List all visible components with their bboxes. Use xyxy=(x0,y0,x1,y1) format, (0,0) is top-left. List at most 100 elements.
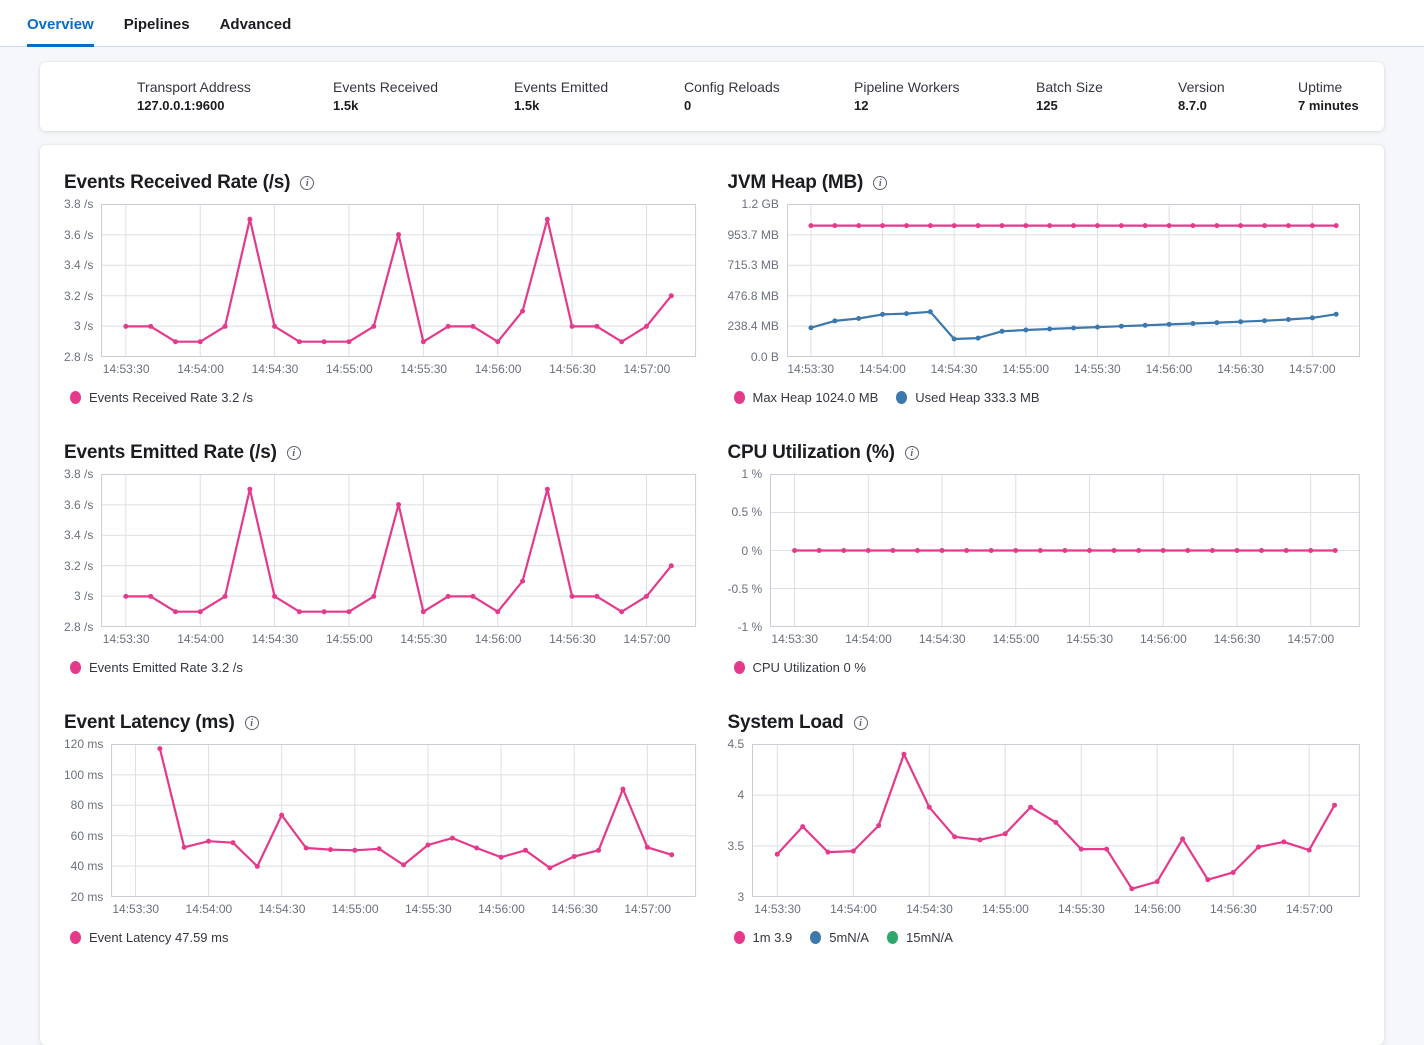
legend-dot-icon xyxy=(886,931,898,944)
x-tick-label: 14:57:00 xyxy=(624,902,672,916)
x-tick-label: 14:55:30 xyxy=(1066,632,1114,646)
legend-dot-icon xyxy=(733,661,745,674)
chart-legend: Event Latency 47.59 ms xyxy=(70,930,697,945)
legend-item: 5mN/A xyxy=(810,930,869,945)
summary-value: 8.7.0 xyxy=(1178,98,1207,113)
legend-item: Events Emitted Rate 3.2 /s xyxy=(70,660,243,675)
y-axis-labels: 1 % 0.5 % 0 % -0.5 % -1 % xyxy=(728,467,771,634)
plot-area[interactable] xyxy=(770,474,1360,627)
info-icon[interactable]: i xyxy=(286,446,301,460)
y-axis-labels: 4.5 4 3.5 3 xyxy=(728,737,753,904)
x-tick-label: 14:55:00 xyxy=(325,362,373,376)
y-tick-label: 3 xyxy=(737,890,745,904)
summary-label: Events Emitted xyxy=(514,79,609,95)
y-tick-label: 953.7 MB xyxy=(727,227,779,242)
x-tick-label: 14:53:30 xyxy=(102,632,150,646)
y-tick-label: 3.2 /s xyxy=(64,558,94,573)
x-tick-label: 14:56:30 xyxy=(551,902,598,916)
y-tick-label: 120 ms xyxy=(64,737,104,751)
legend-label: 5mN/A xyxy=(829,930,869,945)
tab-pipelines[interactable]: Pipelines xyxy=(123,16,190,33)
x-axis-labels: 14:53:30 14:54:00 14:54:30 14:55:00 14:55:30… xyxy=(770,632,1360,647)
x-tick-label: 14:54:00 xyxy=(845,632,892,646)
y-axis-labels: 3.8 /s 3.6 /s 3.4 /s 3.2 /s 3 /s 2.8 /s xyxy=(64,467,101,634)
x-tick-label: 14:55:00 xyxy=(325,632,373,646)
summary-label: Pipeline Workers xyxy=(854,79,960,95)
y-tick-label: 0 % xyxy=(741,543,763,558)
summary-label: Events Received xyxy=(333,79,439,95)
y-tick-label: 476.8 MB xyxy=(727,288,779,303)
plot-area[interactable] xyxy=(111,744,697,897)
y-tick-label: -1 % xyxy=(737,620,763,634)
info-icon[interactable]: i xyxy=(853,716,868,730)
x-tick-label: 14:55:30 xyxy=(1073,362,1121,376)
summary-events-emitted: Events Emitted 1.5k xyxy=(514,79,608,113)
info-icon[interactable]: i xyxy=(904,446,919,460)
y-tick-label: 3 /s xyxy=(74,589,94,604)
plot-area[interactable] xyxy=(101,204,697,357)
x-tick-label: 14:54:00 xyxy=(177,632,224,646)
y-tick-label: 715.3 MB xyxy=(727,258,779,273)
x-tick-label: 14:56:00 xyxy=(478,902,525,916)
y-tick-label: 0.5 % xyxy=(731,505,763,520)
legend-label: Event Latency 47.59 ms xyxy=(89,930,229,945)
plot-area[interactable] xyxy=(786,204,1360,357)
y-tick-label: 238.4 MB xyxy=(727,319,779,334)
x-tick-label: 14:54:30 xyxy=(258,902,306,916)
plot-area[interactable] xyxy=(752,744,1360,897)
y-axis-labels: 3.8 /s 3.6 /s 3.4 /s 3.2 /s 3 /s 2.8 /s xyxy=(64,197,101,364)
x-tick-label: 14:57:00 xyxy=(623,632,671,646)
x-tick-label: 14:55:30 xyxy=(400,632,448,646)
info-icon[interactable]: i xyxy=(873,176,888,190)
summary-label: Config Reloads xyxy=(684,79,780,95)
x-tick-label: 14:55:00 xyxy=(982,902,1029,916)
x-tick-label: 14:53:30 xyxy=(771,632,819,646)
info-icon[interactable]: i xyxy=(244,716,259,730)
y-tick-label: 2.8 /s xyxy=(64,349,94,364)
summary-value: 1.5k xyxy=(333,98,359,113)
x-tick-label: 14:54:00 xyxy=(185,902,233,916)
x-tick-label: 14:56:30 xyxy=(549,632,596,646)
chart-cpu-utilization: CPU Utilization (%) i 1 % 0.5 % 0 % -0.5 % -… xyxy=(727,441,1360,675)
chart-title: Event Latency (ms) xyxy=(64,712,235,733)
summary-config-reloads: Config Reloads 0 xyxy=(684,79,780,113)
legend-item: Events Received Rate 3.2 /s xyxy=(70,390,253,405)
charts-panel: Events Received Rate (/s) i 3.8 /s 3.6 /s… xyxy=(40,145,1384,1045)
summary-version: Version 8.7.0 xyxy=(1178,79,1225,113)
y-tick-label: 20 ms xyxy=(70,889,104,904)
y-tick-label: 3.6 /s xyxy=(64,227,94,242)
tab-overview[interactable]: Overview xyxy=(27,16,94,47)
legend-label: Events Emitted Rate 3.2 /s xyxy=(89,660,243,675)
summary-pipeline-workers: Pipeline Workers 12 xyxy=(854,79,960,113)
x-tick-label: 14:54:00 xyxy=(177,362,224,376)
legend-label: CPU Utilization 0 % xyxy=(752,660,866,675)
y-tick-label: 1.2 GB xyxy=(741,197,779,211)
y-tick-label: -0.5 % xyxy=(727,581,763,596)
x-tick-label: 14:57:00 xyxy=(1287,632,1335,646)
tab-advanced[interactable]: Advanced xyxy=(219,16,292,33)
chart-legend: 1m 3.9 5mN/A 15mN/A xyxy=(733,930,1361,945)
y-axis-labels: 120 ms 100 ms 80 ms 60 ms 40 ms 20 ms xyxy=(64,737,111,904)
node-summary-bar: Transport Address 127.0.0.1:9600 Events … xyxy=(40,62,1384,131)
legend-dot-icon xyxy=(70,661,81,674)
legend-dot-icon xyxy=(733,931,745,944)
legend-item: 1m 3.9 xyxy=(733,930,792,945)
x-tick-label: 14:57:00 xyxy=(1285,902,1333,916)
info-icon[interactable]: i xyxy=(300,176,315,190)
plot-area[interactable] xyxy=(101,474,697,627)
y-tick-label: 3.8 /s xyxy=(64,467,94,481)
x-axis-labels: 14:53:30 14:54:00 14:54:30 14:55:00 14:55:30… xyxy=(111,902,696,917)
x-tick-label: 14:54:30 xyxy=(251,362,299,376)
summary-label: Version xyxy=(1178,79,1225,95)
summary-value: 7 minutes xyxy=(1298,98,1359,113)
chart-title: CPU Utilization (%) xyxy=(727,442,895,463)
tab-bar: Overview Pipelines Advanced xyxy=(0,0,1424,47)
x-tick-label: 14:55:30 xyxy=(404,902,452,916)
y-tick-label: 3 /s xyxy=(74,319,94,334)
x-tick-label: 14:54:30 xyxy=(251,632,299,646)
legend-item: CPU Utilization 0 % xyxy=(733,660,866,675)
x-tick-label: 14:53:30 xyxy=(754,902,801,916)
x-tick-label: 14:57:00 xyxy=(1288,362,1336,376)
x-tick-label: 14:56:00 xyxy=(474,362,522,376)
legend-item: Event Latency 47.59 ms xyxy=(70,930,228,945)
